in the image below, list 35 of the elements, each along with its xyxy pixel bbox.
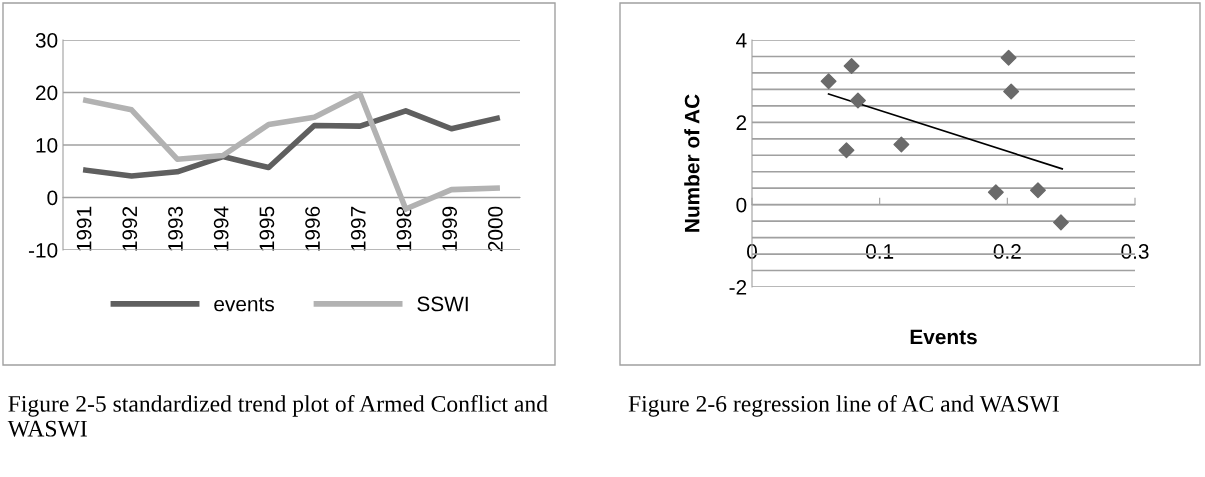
caption: Figure 2-6 regression line of AC and WASWI [628,395,1059,417]
point [838,142,855,159]
y-tick-label: -10 [28,243,58,258]
point [843,57,860,74]
x-tick-label: 1994 [213,206,229,251]
y-tick-label: -2 [729,280,747,295]
x-tick-label: 0 [747,244,757,259]
point [1052,214,1069,231]
y-tick-label: 10 [36,138,58,153]
x-tick-label: 1997 [350,206,366,251]
x-tick-label: 2000 [487,206,503,252]
point [1003,83,1020,100]
point [1000,49,1017,66]
point [1029,182,1046,199]
x-tick-label: 1993 [168,206,183,251]
y-tick-label: 4 [736,33,747,48]
y-tick-label: 30 [35,33,58,48]
caption: Figure 2-5 standardized trend plot of Armed Conflict and WASWI [7,395,548,437]
x-tick-label: 0.3 [1121,244,1149,259]
x-tick-label: 1999 [442,206,458,251]
point [987,184,1004,201]
x-tick-label: 1992 [122,206,138,251]
y-axis-title: Number of AC [684,94,700,232]
x-tick-label: 1996 [305,206,320,251]
y-tick-label: 2 [736,115,747,130]
point [893,136,910,153]
legend-label: SSWI [417,296,468,312]
y-tick-label: 20 [36,85,58,101]
y-tick-label: 0 [47,190,58,206]
point [820,73,837,90]
legend-label: events [214,297,274,312]
x-tick-label: 1991 [76,206,92,251]
point [849,92,866,109]
x-tick-label: 1995 [259,206,275,251]
x-axis-title: Events [910,329,977,345]
